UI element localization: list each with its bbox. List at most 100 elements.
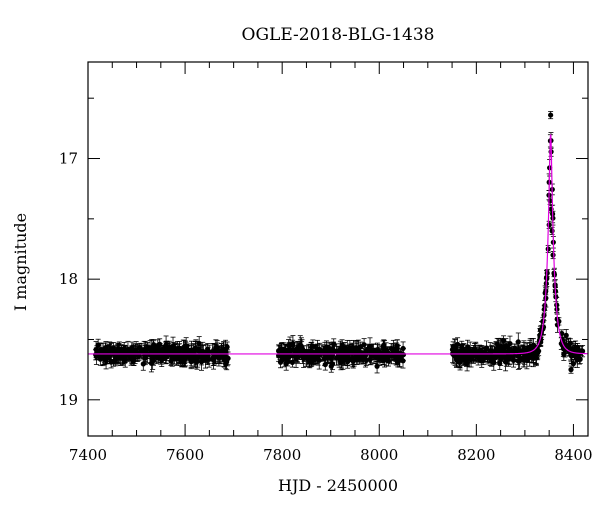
data-point [224,341,230,353]
data-point-marker [549,228,555,234]
data-point-marker [515,339,521,345]
data-point-marker [279,353,285,359]
data-point [122,350,128,363]
y-tick-label: 19 [59,391,78,409]
data-point-marker [568,352,574,358]
data-point-marker [293,356,299,362]
data-point-marker [385,358,392,364]
data-point-marker [459,347,465,353]
data-point-marker [163,354,169,361]
data-point [361,338,367,352]
data-point [379,346,386,363]
data-point-marker [143,347,150,354]
data-point-marker [400,352,407,358]
data-point-marker [367,343,373,350]
data-point [162,345,168,358]
data-point-marker [452,345,458,351]
data-point-marker [358,353,364,359]
data-point [520,352,526,368]
x-tick-label: 7400 [69,446,107,464]
data-point [500,335,507,346]
data-point [133,341,139,360]
data-point-marker [133,347,139,353]
data-point-marker [174,355,180,361]
data-point-marker [329,346,336,352]
data-point-marker [152,345,158,352]
data-point-marker [128,352,134,358]
data-point-marker [221,357,227,363]
peak-data-point [550,251,556,260]
x-tick-label: 7600 [166,446,204,464]
data-point-marker [162,348,168,354]
axes-layer: 7400 7600 7800 8000 8200 8400 17 18 19 [59,61,593,464]
data-point [152,343,158,354]
data-point-marker [104,355,110,361]
data-point [297,339,303,356]
data-point-marker [363,357,369,363]
data-point-marker [464,360,470,366]
data-point-marker [563,332,569,338]
data-point-marker [224,344,230,350]
data-point-marker [374,363,380,369]
chart-title: OGLE-2018-BLG-1438 [242,25,435,45]
data-point [196,336,202,351]
data-point-marker [213,346,220,352]
y-axis-label: I magnitude [11,213,30,311]
data-point-marker [354,348,360,355]
data-point [354,342,360,361]
data-point [198,349,205,366]
data-point-marker [196,340,202,347]
data-point-marker [107,352,113,358]
data-point-marker [290,342,296,348]
data-point-marker [286,346,293,352]
data-point [143,343,150,358]
data-point-marker [202,356,209,363]
data-point-marker [548,112,554,118]
data-point-marker [568,367,574,373]
data-point [96,342,102,360]
model-curve-layer [88,134,588,355]
data-point-marker [194,359,200,365]
data-point [210,350,217,370]
data-point-marker [181,359,187,365]
data-point [221,352,227,368]
data-point-marker [329,361,336,367]
data-point [358,350,364,362]
y-tick-label: 18 [59,270,78,288]
data-point [181,356,187,367]
data-point [279,351,285,362]
data-point-marker [193,353,199,359]
data-point [452,339,458,357]
data-point-marker [572,347,578,353]
data-point-marker [96,348,102,354]
data-point-marker [314,346,321,352]
data-point-marker [150,357,156,364]
data-point [279,342,285,358]
data-point-marker [338,357,344,363]
data-point [527,338,533,357]
data-point [137,342,143,353]
data-point-marker [463,353,469,359]
data-point-marker [503,343,509,349]
x-tick-label: 8200 [457,446,495,464]
data-point [393,350,399,362]
data-point-marker [536,348,542,354]
data-point-marker [140,361,146,367]
data-point-marker [154,354,160,360]
data-point-marker [219,348,225,354]
data-point [376,344,382,359]
data-point-marker [492,355,499,361]
x-tick-label: 7800 [263,446,301,464]
data-point [93,349,99,361]
peak-data-point [548,111,554,120]
data-point-marker [210,357,217,363]
data-point [136,350,142,362]
model-fit-curve [88,134,588,355]
data-point [374,359,380,374]
data-point-marker [527,344,533,350]
plot-frame [87,61,589,437]
data-point [530,351,536,364]
data-point-marker [393,353,399,359]
data-point [293,349,299,368]
